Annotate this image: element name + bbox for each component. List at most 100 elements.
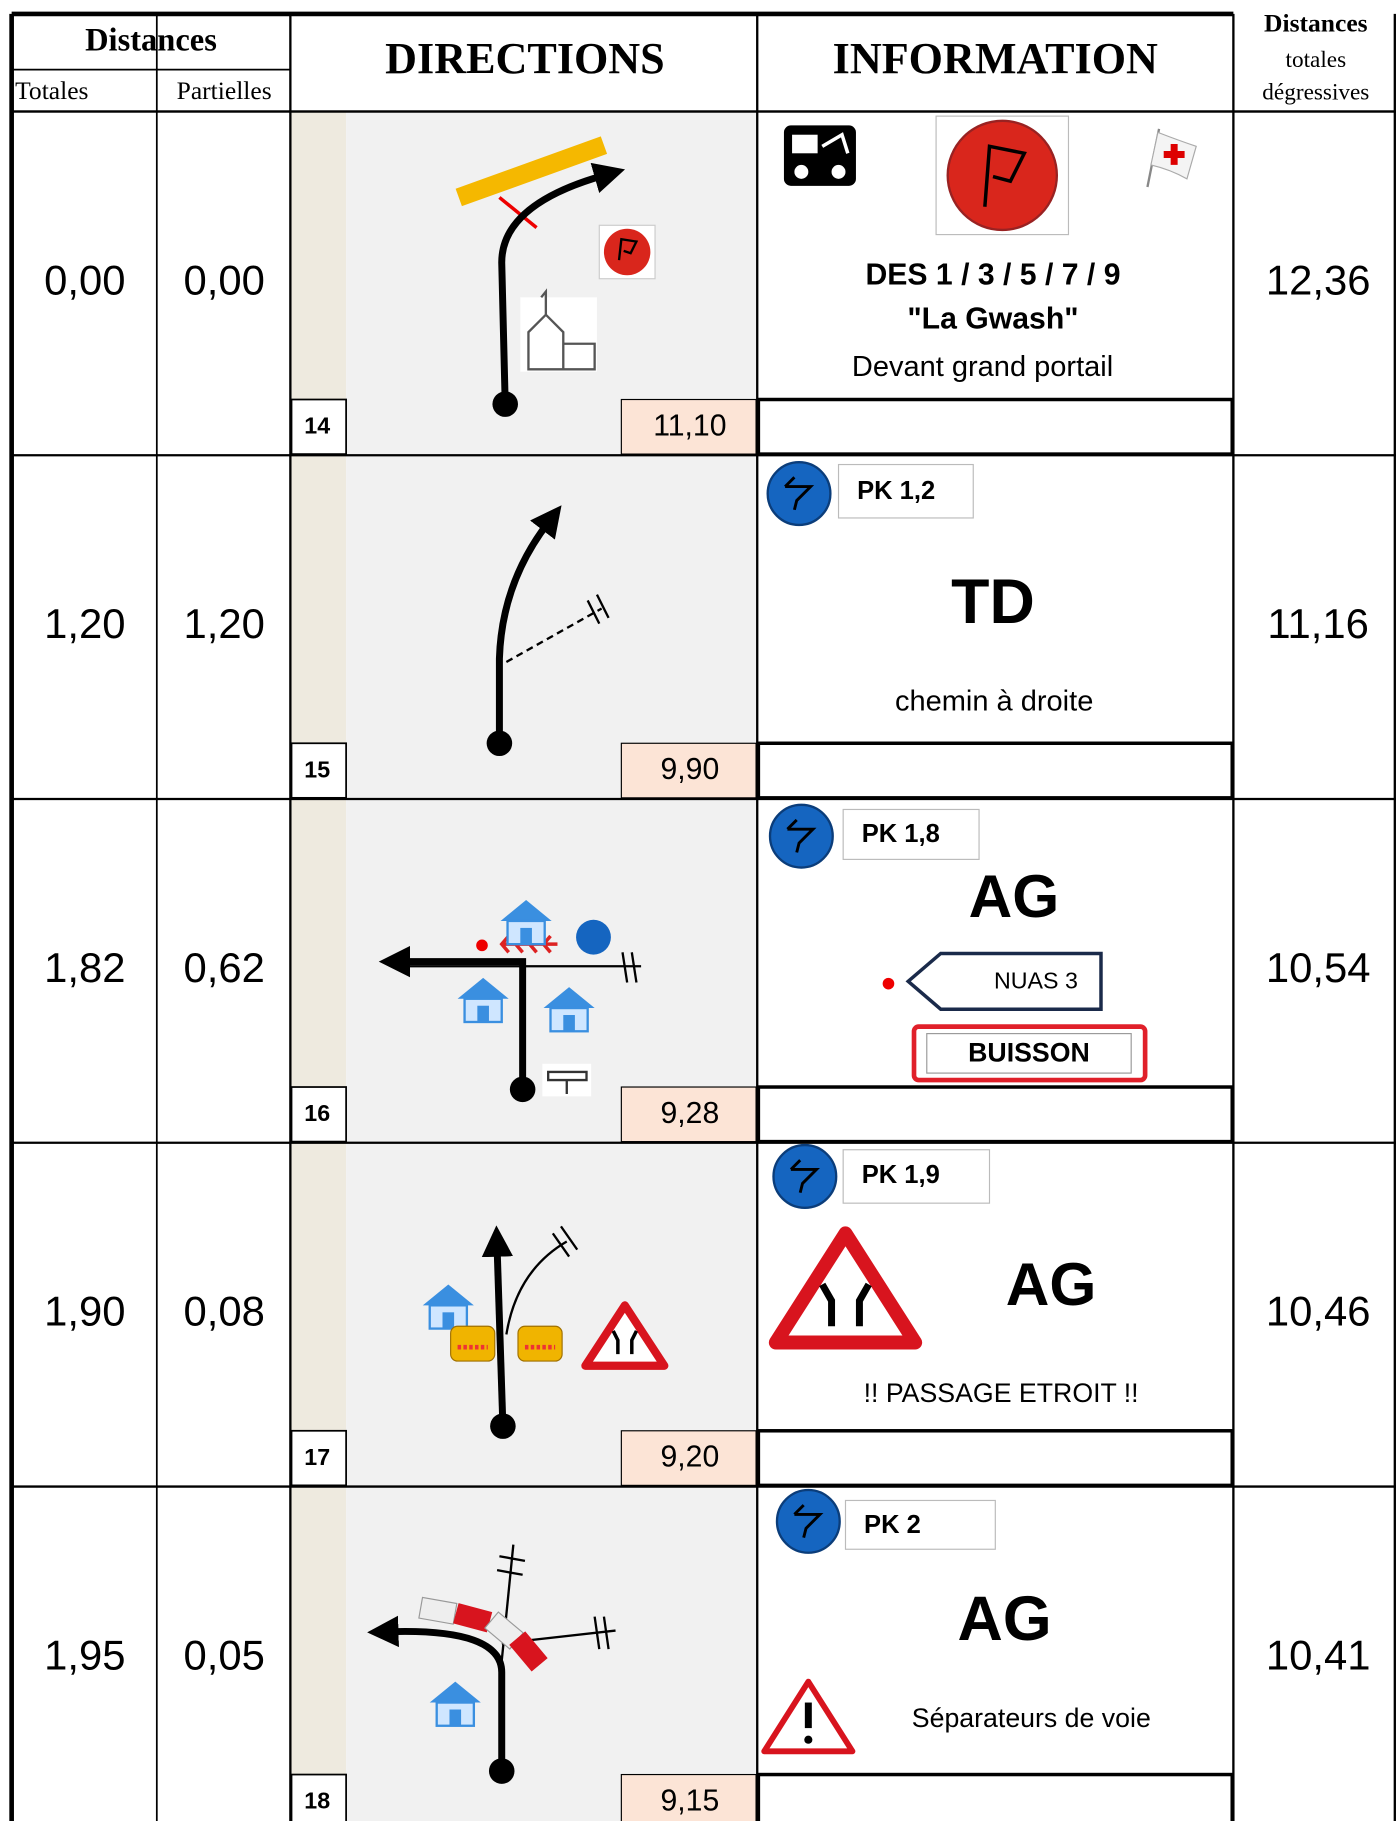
decoration xyxy=(551,1225,579,1258)
decoration xyxy=(505,1240,568,1335)
decoration xyxy=(905,951,1103,1011)
decoration xyxy=(926,1033,1132,1074)
decoration xyxy=(488,1758,515,1784)
decoration xyxy=(768,1226,923,1350)
icon xyxy=(775,1488,842,1555)
sign-direction: NUAS 3 xyxy=(994,968,1078,994)
partial-distance: 0,62 xyxy=(183,944,264,991)
total-distance: 1,82 xyxy=(44,944,125,991)
row-content: PK 2 AG Séparateurs de voie xyxy=(367,1488,1151,1784)
grid xyxy=(9,11,1396,1821)
decoration xyxy=(831,164,846,179)
direction-bg xyxy=(346,1486,758,1821)
total-distance: 1,90 xyxy=(44,1288,125,1335)
decoration xyxy=(505,607,603,663)
decoration xyxy=(509,1631,548,1672)
total-distance: 1,20 xyxy=(44,600,125,647)
info-note: chemin à droite xyxy=(895,685,1093,717)
pk-label: PK 1,9 xyxy=(862,1161,940,1189)
partial-distance: 0,00 xyxy=(183,256,264,303)
remaining-distance: 11,10 xyxy=(653,409,726,442)
info-note: Devant grand portail xyxy=(852,351,1113,383)
box-number: 15 xyxy=(304,756,330,782)
decoration xyxy=(611,1330,639,1355)
decoration xyxy=(586,594,610,625)
strip xyxy=(290,1142,347,1487)
decoration xyxy=(486,730,513,757)
info-main: TD xyxy=(951,567,1035,637)
header-directions: DIRECTIONS xyxy=(385,34,665,83)
row-cells: 0,00 0,00 12,36 14 11,10 1,20 1,20 11,16 15 9,90 1… xyxy=(44,256,1370,1821)
decoration xyxy=(581,1301,669,1370)
total-distance: 0,00 xyxy=(44,256,125,303)
sign-place: BUISSON xyxy=(968,1038,1090,1068)
degressive-distance: 11,16 xyxy=(1267,600,1368,647)
info-line: "La Gwash" xyxy=(907,303,1078,336)
decoration xyxy=(1163,144,1185,165)
first-aid-flag xyxy=(1146,128,1197,188)
number-box xyxy=(290,742,347,799)
info-main: AG xyxy=(1006,1250,1097,1318)
box-number: 16 xyxy=(304,1100,330,1126)
strip xyxy=(290,111,347,456)
tow-icon xyxy=(783,125,856,186)
lane-separators xyxy=(418,1596,548,1672)
info-note: !! PASSAGE ETROIT !! xyxy=(864,1378,1139,1408)
info-box xyxy=(756,1429,1234,1488)
decoration xyxy=(617,237,639,261)
decoration xyxy=(794,164,809,179)
decoration xyxy=(946,119,1059,232)
decoration xyxy=(547,1070,588,1094)
header-information: INFORMATION xyxy=(833,34,1158,83)
strip xyxy=(290,455,347,800)
remaining-box xyxy=(620,1773,757,1821)
number-box xyxy=(290,1086,347,1143)
total-distance: 1,95 xyxy=(44,1631,125,1678)
info-box xyxy=(756,741,1234,800)
header: Distances Totales Partielles DIRECTIONS … xyxy=(15,8,1369,105)
remaining-distance: 9,28 xyxy=(660,1097,719,1130)
header-degressive: dégressives xyxy=(1262,79,1369,105)
partial-distance: 0,05 xyxy=(183,1631,264,1678)
icon xyxy=(766,460,832,527)
header-degressive: totales xyxy=(1286,47,1347,73)
remaining-box xyxy=(620,1430,757,1486)
header-totales: Totales xyxy=(15,76,88,105)
info-main: AG xyxy=(958,1584,1052,1654)
row-content: PK 1,8 AG NUAS 3 BUISSON xyxy=(378,803,1148,1103)
decoration xyxy=(481,1225,514,1427)
decoration xyxy=(882,977,895,990)
decoration xyxy=(418,1596,458,1625)
direction-bg xyxy=(346,1142,758,1487)
decoration xyxy=(576,919,611,955)
decoration xyxy=(517,1325,563,1362)
icon xyxy=(768,803,835,869)
degressive-distance: 10,54 xyxy=(1266,944,1371,991)
remaining-distance: 9,15 xyxy=(660,1784,719,1817)
info-note: Séparateurs de voie xyxy=(912,1703,1151,1733)
decoration xyxy=(378,945,527,1090)
remaining-box xyxy=(620,742,757,799)
remaining-distance: 9,20 xyxy=(660,1441,719,1474)
decoration xyxy=(804,1735,813,1744)
remaining-box xyxy=(620,398,757,455)
number-box xyxy=(290,1773,347,1821)
number-box xyxy=(290,398,347,455)
decoration xyxy=(819,1282,872,1327)
decoration xyxy=(498,162,626,405)
decoration xyxy=(498,196,538,229)
decoration xyxy=(842,808,980,860)
decoration xyxy=(450,1325,496,1362)
decoration xyxy=(367,1615,506,1772)
pk-label: PK 2 xyxy=(864,1511,921,1539)
strip xyxy=(290,799,347,1143)
row-content: PK 1,9 AG !! PASSAGE ETROIT !! xyxy=(421,1143,1139,1439)
decoration xyxy=(821,132,850,154)
remaining-distance: 9,90 xyxy=(660,753,719,786)
info-line: DES 1 / 3 / 5 / 7 / 9 xyxy=(865,258,1120,291)
number-box xyxy=(290,1429,347,1487)
partial-distance: 0,08 xyxy=(183,1288,264,1335)
decoration xyxy=(453,1603,493,1633)
